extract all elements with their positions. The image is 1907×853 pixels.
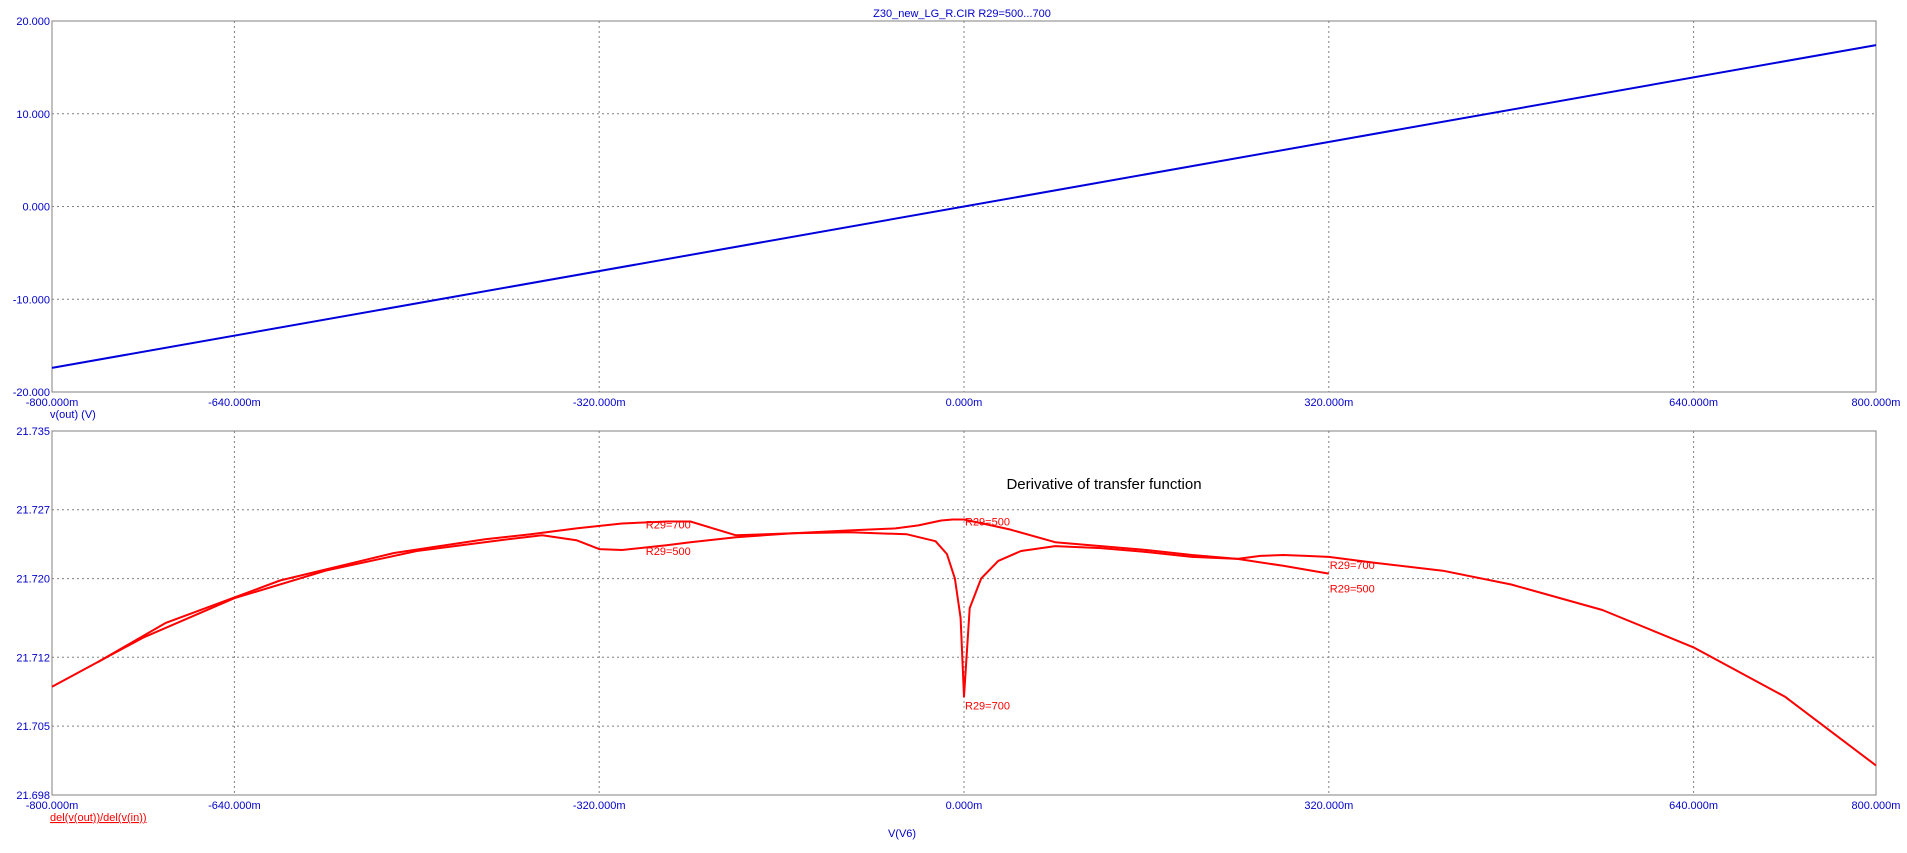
curve-label: R29=500 xyxy=(1330,583,1375,595)
y-tick-label: 10.000 xyxy=(16,109,50,121)
curve-label: R29=700 xyxy=(646,519,691,531)
series-line-1 xyxy=(97,520,1877,767)
curve-label: R29=700 xyxy=(965,700,1010,712)
x-tick-label: 0.000m xyxy=(946,397,983,409)
x-tick-label: -320.000m xyxy=(573,800,626,812)
plot-frame xyxy=(51,20,1877,393)
y-tick-label: 21.735 xyxy=(16,426,50,438)
x-tick-label: 320.000m xyxy=(1304,800,1353,812)
y-tick-label: 21.720 xyxy=(16,574,50,586)
y-tick-label: 21.698 xyxy=(16,790,50,802)
x-tick-label: 800.000m xyxy=(1852,397,1901,409)
y-tick-label: 20.000 xyxy=(16,16,50,28)
x-tick-label: -800.000m xyxy=(26,397,79,409)
plot-frame xyxy=(51,430,1877,796)
y-tick-label: 21.705 xyxy=(16,721,50,733)
x-tick-label: 320.000m xyxy=(1304,397,1353,409)
top-y-axis-label: v(out) (V) xyxy=(50,409,96,421)
x-tick-label: -640.000m xyxy=(208,397,261,409)
x-tick-label: 800.000m xyxy=(1852,800,1901,812)
x-axis-label: V(V6) xyxy=(888,828,916,840)
series-line-0 xyxy=(51,44,1877,369)
x-tick-label: -320.000m xyxy=(573,397,626,409)
y-tick-label: 0.000 xyxy=(22,202,50,214)
curve-label: R29=500 xyxy=(646,546,691,558)
y-tick-label: 21.727 xyxy=(16,505,50,517)
x-tick-label: -800.000m xyxy=(26,800,79,812)
bottom-plot: -800.000m -640.000m -320.000m 0.000m 320.000… xyxy=(16,426,1900,812)
curve-label: R29=700 xyxy=(1330,560,1375,572)
y-tick-label: -20.000 xyxy=(13,387,50,399)
x-tick-label: 640.000m xyxy=(1669,397,1718,409)
x-tick-label: 0.000m xyxy=(946,800,983,812)
x-tick-label: 640.000m xyxy=(1669,800,1718,812)
y-tick-label: 21.712 xyxy=(16,652,50,664)
curve-label: R29=500 xyxy=(965,517,1010,529)
chart-annotation: Derivative of transfer function xyxy=(1006,476,1201,493)
x-tick-label: -640.000m xyxy=(208,800,261,812)
series-line-0 xyxy=(51,518,1329,688)
chart-title: Z30_new_LG_R.CIR R29=500...700 xyxy=(873,8,1051,20)
top-plot: -800.000m -640.000m -320.000m 0.000m 320.000… xyxy=(13,16,1901,409)
bottom-y-axis-label: del(v(out))/del(v(in)) xyxy=(50,812,147,824)
y-tick-label: -10.000 xyxy=(13,294,50,306)
